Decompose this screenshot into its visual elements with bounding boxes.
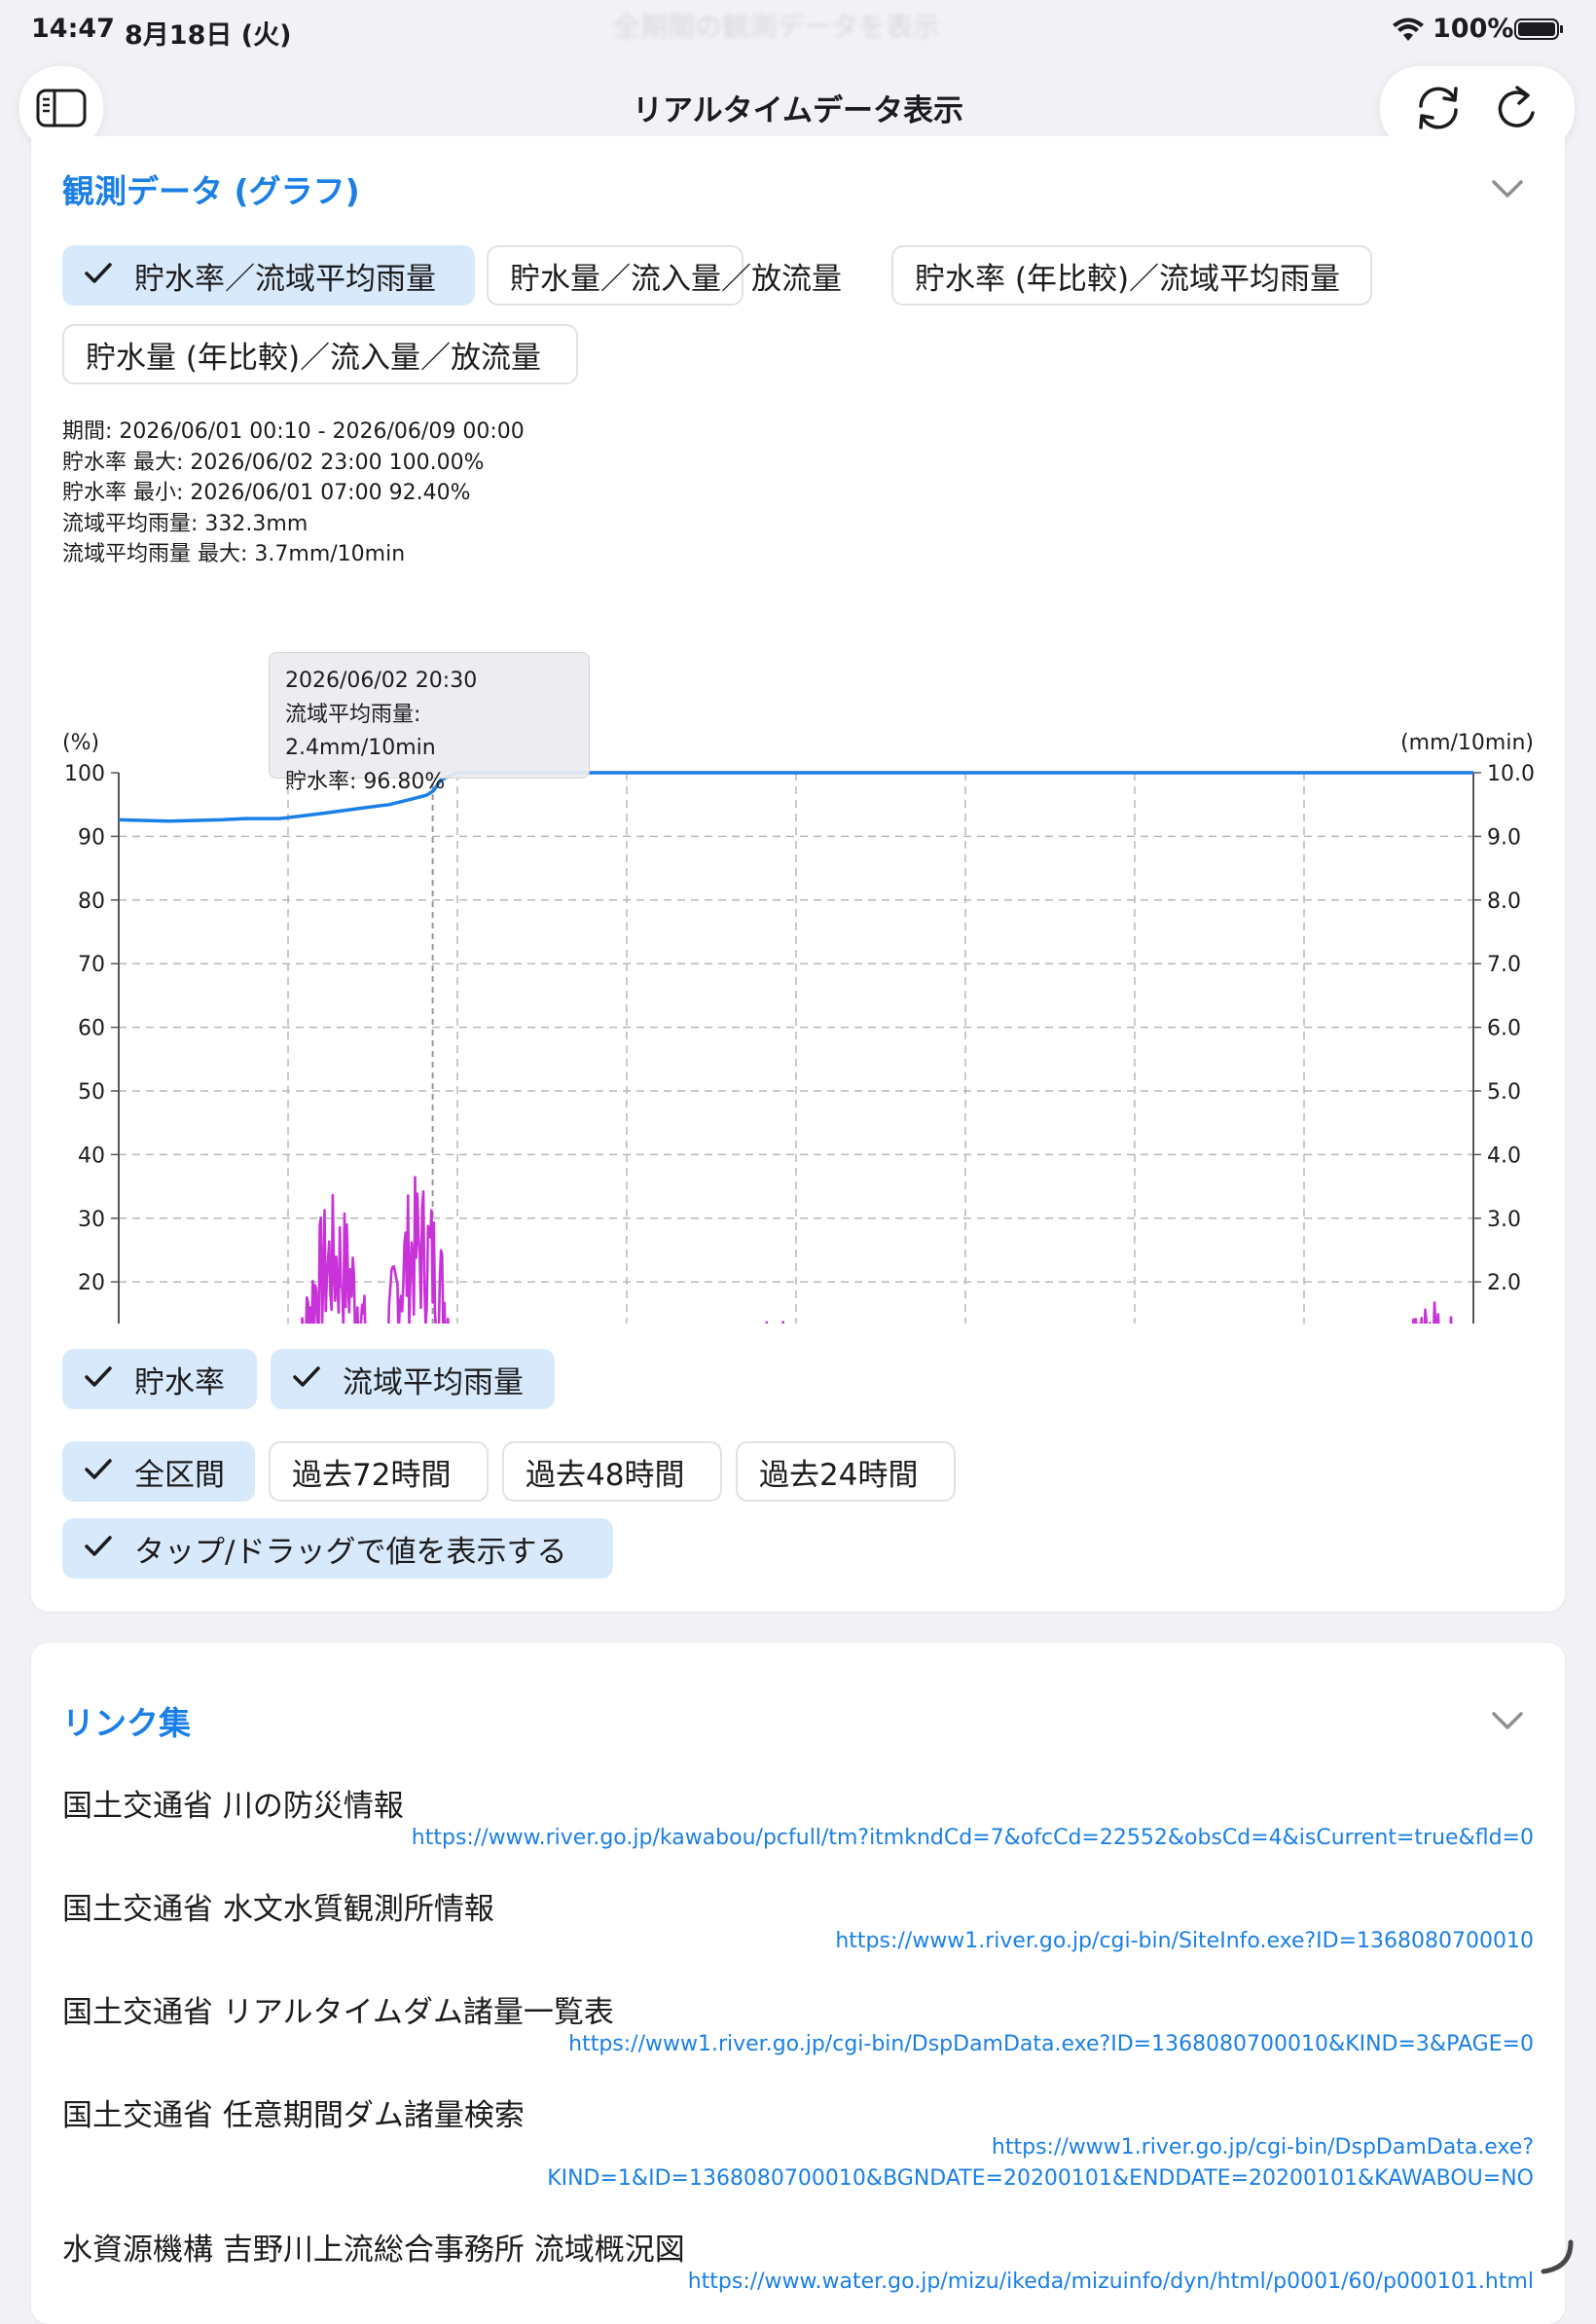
- y-left-tick-label: 40: [78, 1144, 105, 1168]
- observation-chart[interactable]: (%)(mm/10min)100908070605040302010010.09…: [31, 564, 1565, 1324]
- link-url-line: https://www1.river.go.jp/cgi-bin/DspDamD…: [991, 2135, 1534, 2160]
- y-left-tick-label: 80: [78, 890, 105, 914]
- chip-tap-drag[interactable]: タップ/ドラッグで値を表示する: [62, 1518, 613, 1579]
- battery-percent: 100%: [1433, 14, 1514, 44]
- tooltip-ratio: 貯水率: 96.80%: [285, 769, 446, 794]
- reload-icon: [1498, 86, 1535, 127]
- battery-icon: [1514, 18, 1563, 40]
- link-title-damdata: 国土交通省 リアルタイムダム諸量一覧表: [62, 1995, 614, 2030]
- chip-label: 貯水率 (年比較)／流域平均雨量: [915, 261, 1341, 297]
- chart-tooltip: 2026/06/02 20:30 流域平均雨量: 2.4mm/10min 貯水率…: [269, 652, 590, 794]
- y-left-tick-label: 70: [78, 953, 105, 977]
- chip-label: 流域平均雨量: [343, 1364, 524, 1400]
- series-rain-line: [301, 1176, 1453, 1324]
- chip-label: 貯水率／流域平均雨量: [134, 261, 436, 297]
- links-section-title[interactable]: リンク集: [62, 1704, 191, 1742]
- chip-label: タップ/ドラッグで値を表示する: [134, 1534, 567, 1570]
- chip-mode-volume-year[interactable]: 貯水量 (年比較)／流入量／放流量: [62, 324, 578, 384]
- chip-range-24h[interactable]: 過去24時間: [736, 1441, 956, 1502]
- links-card: リンク集 国土交通省 川の防災情報 https://www.river.go.j…: [31, 1643, 1565, 2324]
- graph-section-title[interactable]: 観測データ (グラフ): [62, 172, 360, 210]
- chip-label: 過去24時間: [759, 1457, 919, 1493]
- chip-range-all[interactable]: 全区間: [62, 1441, 255, 1502]
- y-left-tick-label: 20: [78, 1271, 105, 1295]
- chip-mode-ratio-year[interactable]: 貯水率 (年比較)／流域平均雨量: [891, 245, 1372, 306]
- sync-icon: [1419, 87, 1458, 129]
- chip-mode-volume-flow[interactable]: 貯水量／流入量／放流量: [487, 245, 842, 306]
- tooltip-rain: 流域平均雨量: 2.4mm/10min: [285, 702, 436, 761]
- y-left-unit: (%): [62, 731, 99, 755]
- toolbar-group: [1380, 66, 1575, 150]
- y-right-tick-label: 7.0: [1487, 953, 1521, 977]
- chip-label: 過去72時間: [292, 1457, 452, 1493]
- graph-card: 観測データ (グラフ) 貯水率／流域平均雨量 貯水量／流入量／放流量 貯水率 (…: [31, 136, 1565, 1612]
- stats-info: 期間: 2026/06/01 00:10 - 2026/06/09 00:00 …: [62, 417, 525, 570]
- link-url-line: KIND=1&ID=1368080700010&BGNDATE=20200101…: [547, 2166, 1534, 2191]
- y-left-tick-label: 50: [78, 1080, 105, 1105]
- chip-mode-ratio-rain[interactable]: 貯水率／流域平均雨量: [62, 245, 475, 306]
- y-right-tick-label: 4.0: [1487, 1144, 1521, 1168]
- chevron-down-icon[interactable]: [1491, 179, 1524, 199]
- check-icon: [84, 1531, 113, 1566]
- y-left-tick-label: 100: [64, 762, 105, 786]
- check-icon: [84, 1362, 113, 1397]
- info-rain-max: 流域平均雨量 最大: 3.7mm/10min: [62, 542, 406, 566]
- chip-range-72h[interactable]: 過去72時間: [269, 1441, 489, 1502]
- chip-label: 貯水率: [134, 1364, 225, 1400]
- y-left-tick-label: 60: [78, 1017, 105, 1041]
- y-right-tick-label: 8.0: [1487, 890, 1521, 914]
- tooltip-time: 2026/06/02 20:30: [285, 669, 478, 693]
- chevron-down-icon[interactable]: [1491, 1711, 1524, 1730]
- status-bar: 14:47 8月18日 (火) 全期間の観測データを表示 100%: [0, 0, 1596, 58]
- info-ratio-max: 貯水率 最大: 2026/06/02 23:00 100.00%: [62, 450, 485, 475]
- link-title-water: 水資源機構 吉野川上流総合事務所 流域概況図: [62, 2233, 685, 2268]
- link-url-damdata[interactable]: https://www1.river.go.jp/cgi-bin/DspDamD…: [568, 2032, 1534, 2056]
- link-url-water[interactable]: https://www.water.go.jp/mizu/ikeda/mizui…: [687, 2270, 1534, 2294]
- y-right-tick-label: 5.0: [1487, 1080, 1521, 1105]
- ghost-title: 全期間の観測データを表示: [613, 11, 941, 43]
- info-rain-total: 流域平均雨量: 332.3mm: [62, 511, 308, 536]
- y-right-tick-label: 2.0: [1487, 1271, 1521, 1295]
- chip-range-48h[interactable]: 過去48時間: [502, 1441, 722, 1502]
- y-right-tick-label: 10.0: [1487, 762, 1535, 786]
- link-url-damsearch[interactable]: https://www1.river.go.jp/cgi-bin/DspDamD…: [547, 2132, 1534, 2195]
- y-right-tick-label: 6.0: [1487, 1017, 1521, 1041]
- info-period: 期間: 2026/06/01 00:10 - 2026/06/09 00:00: [62, 419, 525, 444]
- link-title-siteinfo: 国土交通省 水文水質観測所情報: [62, 1892, 494, 1927]
- chip-label: 全区間: [134, 1457, 225, 1493]
- link-url-kawabou[interactable]: https://www.river.go.jp/kawabou/pcfull/t…: [411, 1826, 1534, 1850]
- status-time: 14:47: [31, 14, 115, 44]
- chip-label: 過去48時間: [526, 1457, 685, 1493]
- link-title-damsearch: 国土交通省 任意期間ダム諸量検索: [62, 2098, 525, 2133]
- nav-bar: リアルタイムデータ表示: [0, 58, 1596, 156]
- wifi-icon: [1392, 18, 1425, 47]
- chip-label: 貯水量／流入量／放流量: [510, 261, 842, 297]
- y-left-tick-label: 90: [78, 825, 105, 850]
- page-title: リアルタイムデータ表示: [632, 93, 964, 128]
- y-right-unit: (mm/10min): [1400, 731, 1534, 755]
- check-icon: [292, 1362, 321, 1397]
- status-date: 8月18日 (火): [125, 20, 292, 51]
- chip-series-ratio[interactable]: 貯水率: [62, 1349, 257, 1409]
- sidebar-icon: [36, 89, 87, 127]
- sync-button[interactable]: [1399, 69, 1477, 147]
- sidebar-toggle-button[interactable]: [19, 66, 103, 150]
- link-url-siteinfo[interactable]: https://www1.river.go.jp/cgi-bin/SiteInf…: [835, 1929, 1534, 1953]
- link-title-kawabou: 国土交通省 川の防災情報: [62, 1789, 404, 1824]
- y-left-tick-label: 30: [78, 1208, 105, 1232]
- info-ratio-min: 貯水率 最小: 2026/06/01 07:00 92.40%: [62, 481, 471, 505]
- chip-series-rain[interactable]: 流域平均雨量: [271, 1349, 555, 1409]
- chip-label: 貯水量 (年比較)／流入量／放流量: [86, 340, 542, 376]
- scroll-corner-indicator: [1541, 2239, 1574, 2274]
- reload-button[interactable]: [1477, 69, 1555, 147]
- check-icon: [84, 258, 113, 293]
- check-icon: [84, 1454, 113, 1489]
- y-right-tick-label: 3.0: [1487, 1208, 1521, 1232]
- y-right-tick-label: 9.0: [1487, 825, 1521, 850]
